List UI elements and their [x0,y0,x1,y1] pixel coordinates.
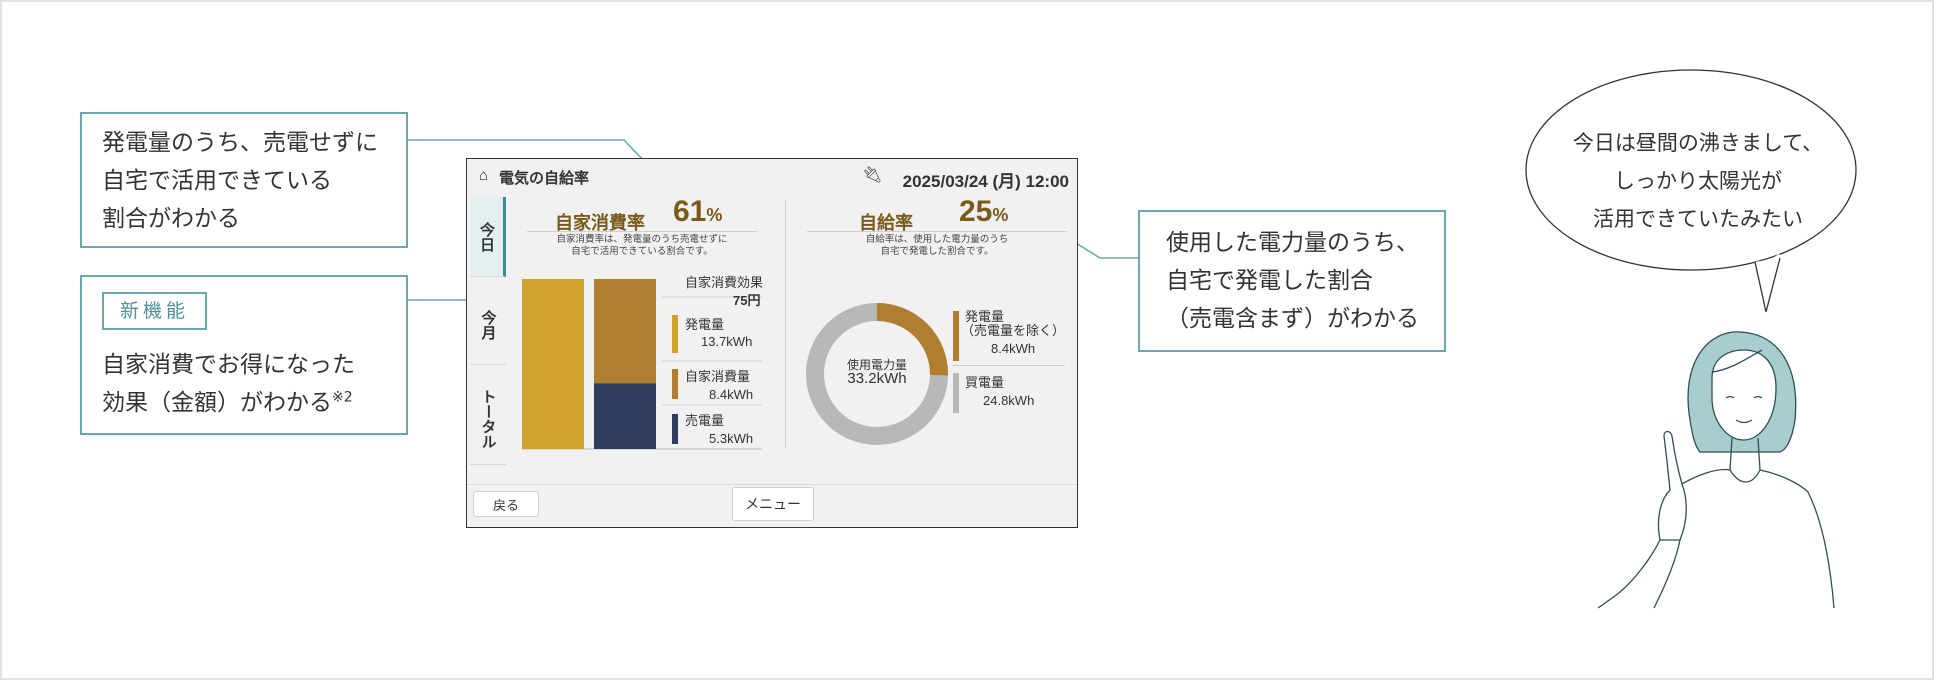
effect-label: 自家消費効果 [685,275,764,290]
self-sufficiency-note: 自給率は、使用した電力量のうち 自宅で発電した割合です。 [807,234,1067,258]
sold-value: 5.3kWh [709,431,754,446]
callout-line-text: 効果（金額）がわかる [102,390,332,416]
self-consumption-rate-unit: % [706,205,723,225]
self-consumption-rate: 61% [673,195,722,229]
callout-line: 効果（金額）がわかる※2 [102,384,386,422]
effect-value: 75円 [733,293,761,308]
note-line: 自宅で発電した割合です。 [880,246,994,257]
speech-line: しっかり太陽光が [1614,169,1782,193]
plug-icon: 🔌︎ [862,167,883,184]
self-consumption-bar [594,279,656,384]
speech-bubble-text: 今日は昼間の沸きまして、 しっかり太陽光が 活用できていたみたい [1548,124,1848,238]
sufficiency-generation-label: 発電量 [965,309,1005,324]
note-line: 自給率は、使用した電力量のうち [865,234,1009,245]
menu-button[interactable]: メニュー [732,487,814,521]
speech-line: 今日は昼間の沸きまして、 [1572,131,1824,155]
callout-line: 自宅で活用できている [102,168,332,194]
self-consumption-bar-chart [522,279,762,450]
period-tabs: 今日 今月 トータル [470,197,506,465]
note-line: 自家消費率は、発電量のうち売電せずに [556,234,728,245]
self-consumption-note: 自家消費率は、発電量のうち売電せずに 自宅で活用できている割合です。 [527,234,757,258]
self-sufficiency-rate: 25% [959,195,1008,229]
generation-value: 13.7kWh [701,334,753,349]
sold-marker [672,414,678,444]
donut-value: 33.2kWh [847,370,907,387]
callout-savings: 新機能 自家消費でお得になった 効果（金額）がわかる※2 [80,275,408,435]
note-line: 自宅で活用できている割合です。 [571,246,713,257]
purchased-marker [953,373,959,413]
footnote-mark: ※2 [332,389,353,406]
self-consumption-marker [672,369,678,399]
new-feature-badge: 新機能 [102,292,208,330]
self-consumption-label: 自家消費量 [685,369,751,384]
callout-line: 発電量のうち、売電せずに [102,130,378,156]
home-icon: ⌂ [479,167,489,184]
self-consumption-rate-value: 61 [673,195,707,228]
screen-title: 電気の自給率 [499,170,590,187]
tab-month[interactable]: 今月 [470,285,506,365]
self-consumption-title: 自家消費率 [555,213,645,233]
sold-bar [594,383,656,449]
sold-label: 売電量 [685,413,725,428]
self-sufficiency-rate-value: 25 [959,195,993,228]
purchased-value: 24.8kWh [983,393,1035,408]
generation-marker [672,315,678,353]
generation-label: 発電量 [685,317,725,332]
tab-total[interactable]: トータル [470,373,506,465]
callout-line: 自家消費でお得になった [102,352,355,378]
monitor-screen: ⌂ 電気の自給率 🔌︎ 2025/03/24 (月) 12:00 今日 今月 ト… [466,158,1078,528]
sufficiency-generation-marker [953,311,959,361]
self-consumption-value: 8.4kWh [709,387,754,402]
callout-line: （売電含まず）がわかる [1166,306,1419,332]
sufficiency-generation-value: 8.4kWh [991,341,1036,356]
speech-line: 活用できていたみたい [1593,207,1803,231]
callout-self-consumption: 発電量のうち、売電せずに 自宅で活用できている 割合がわかる [80,112,408,248]
callout-line: 使用した電力量のうち、 [1166,230,1419,256]
self-sufficiency-rate-unit: % [992,205,1009,225]
self-sufficiency-title: 自給率 [859,213,913,233]
screen-datetime: 2025/03/24 (月) 12:00 [902,172,1069,191]
callout-self-sufficiency: 使用した電力量のうち、 自宅で発電した割合 （売電含まず）がわかる [1138,210,1446,352]
sufficiency-generation-sub: （売電量を除く） [961,323,1066,338]
generation-segment [806,303,948,445]
self-sufficiency-donut [806,303,948,445]
purchased-label: 買電量 [965,375,1005,390]
screen-topbar: ⌂ 電気の自給率 🔌︎ 2025/03/24 (月) 12:00 [467,159,1077,193]
donut-label: 使用電力量 [846,358,907,372]
generation-bar [522,279,584,449]
tab-today[interactable]: 今日 [470,197,506,277]
callout-line: 割合がわかる [102,206,240,232]
back-button[interactable]: 戻る [473,491,539,517]
callout-line: 自宅で発電した割合 [1166,268,1373,294]
